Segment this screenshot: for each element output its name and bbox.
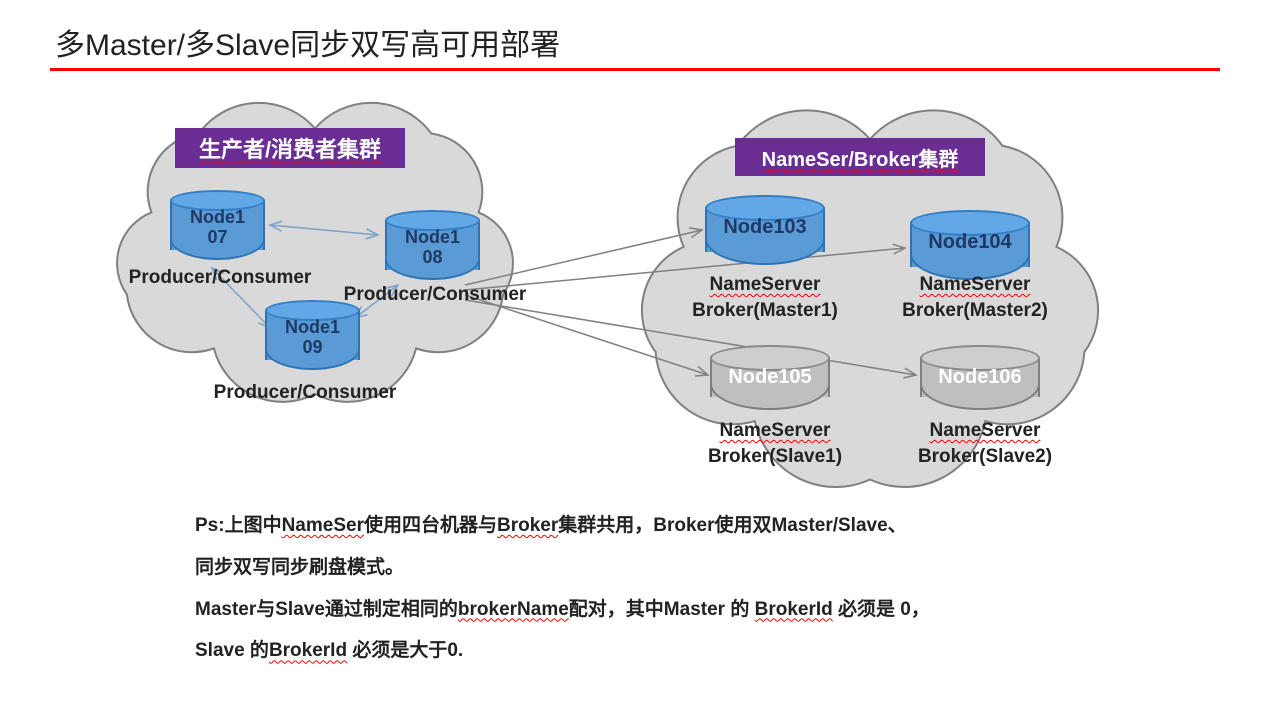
cylinder-label: Node109 bbox=[265, 317, 360, 358]
cylinder-label: Node104 bbox=[910, 231, 1030, 254]
sublabel-n103: NameServerBroker(Master1) bbox=[670, 272, 860, 323]
cylinder-label: Node108 bbox=[385, 227, 480, 268]
cylinder-label: Node106 bbox=[920, 366, 1040, 389]
sublabel-n104: NameServerBroker(Master2) bbox=[880, 272, 1070, 323]
cylinder-n103: Node103 bbox=[705, 195, 825, 265]
sublabel-n107: Producer/Consumer bbox=[115, 265, 325, 291]
cylinder-n106: Node106 bbox=[920, 345, 1040, 410]
architecture-diagram: 生产者/消费者集群 NameSer/Broker集群 Node107 Node1… bbox=[0, 80, 1261, 500]
sublabel-n106: NameServerBroker(Slave2) bbox=[890, 418, 1080, 469]
title-underline bbox=[50, 68, 1220, 71]
sublabel-n108: Producer/Consumer bbox=[330, 282, 540, 308]
notes-text: Ps:上图中NameSer使用四台机器与Broker集群共用，Broker使用双… bbox=[195, 505, 930, 672]
cylinder-n109: Node109 bbox=[265, 300, 360, 370]
sublabel-n109: Producer/Consumer bbox=[200, 380, 410, 406]
cylinder-label: Node105 bbox=[710, 366, 830, 389]
cylinder-n107: Node107 bbox=[170, 190, 265, 260]
cylinder-n104: Node104 bbox=[910, 210, 1030, 280]
cylinder-n108: Node108 bbox=[385, 210, 480, 280]
cylinder-n105: Node105 bbox=[710, 345, 830, 410]
page-title: 多Master/多Slave同步双写高可用部署 bbox=[55, 20, 560, 64]
cylinder-label: Node107 bbox=[170, 207, 265, 248]
sublabel-n105: NameServerBroker(Slave1) bbox=[680, 418, 870, 469]
cylinder-label: Node103 bbox=[705, 216, 825, 239]
